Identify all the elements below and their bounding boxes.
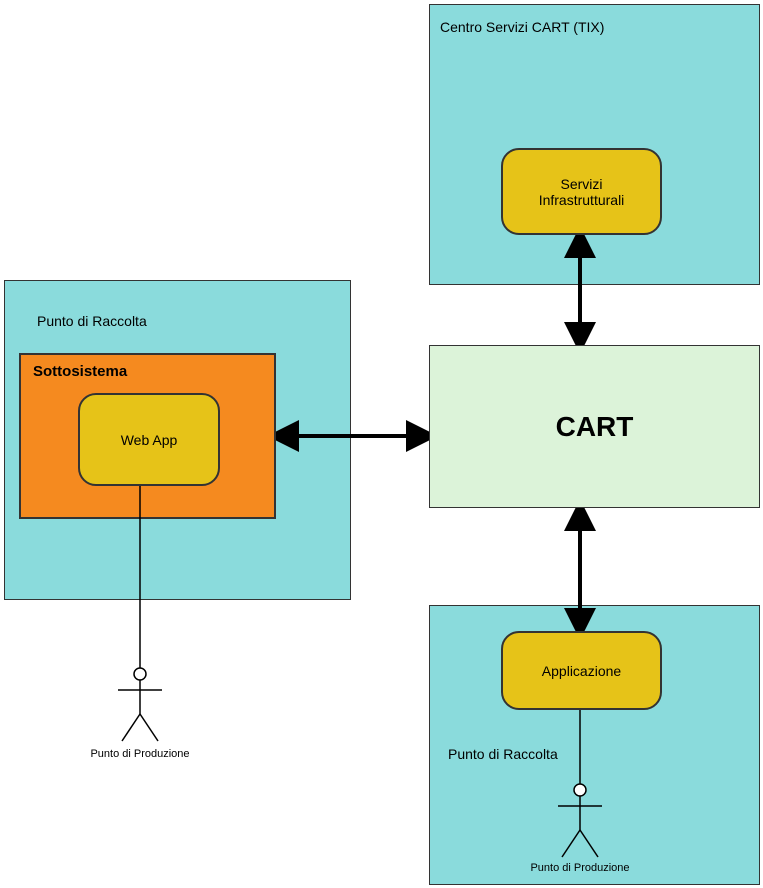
actor-left	[110, 486, 170, 756]
label-webapp: Web App	[121, 432, 178, 448]
label-actor-right: Punto di Produzione	[530, 862, 630, 874]
label-tix-title: Centro Servizi CART (TIX)	[440, 19, 604, 35]
label-cart: CART	[556, 411, 634, 443]
label-applicazione: Applicazione	[542, 663, 621, 679]
arrow-cart-app	[560, 508, 600, 631]
node-webapp: Web App	[78, 393, 220, 486]
label-actor-left: Punto di Produzione	[90, 748, 190, 760]
label-sottosistema: Sottosistema	[21, 355, 274, 388]
node-servizi: Servizi Infrastrutturali	[501, 148, 662, 235]
arrow-sottosistema-cart	[276, 416, 429, 456]
arrow-tix-cart	[560, 235, 600, 345]
label-raccolta-left: Punto di Raccolta	[37, 313, 147, 329]
node-applicazione: Applicazione	[501, 631, 662, 710]
actor-right	[550, 710, 610, 870]
label-raccolta-right: Punto di Raccolta	[448, 746, 558, 762]
node-cart: CART	[429, 345, 760, 508]
label-servizi: Servizi Infrastrutturali	[503, 176, 660, 208]
